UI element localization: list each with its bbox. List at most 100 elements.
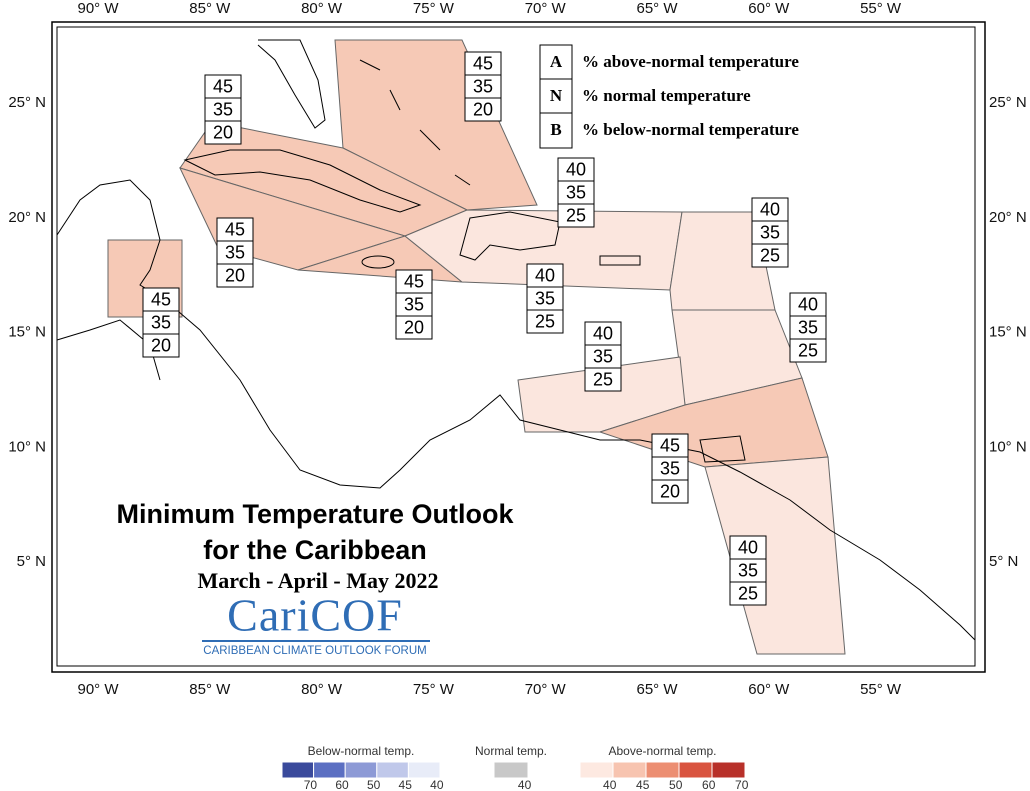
key: A % above-normal temperature N % normal …: [539, 44, 845, 149]
legend-swatch: [493, 761, 529, 779]
prob-cell: [216, 263, 254, 288]
key-text: % normal temperature: [582, 86, 751, 105]
prob-above: 45: [213, 76, 233, 96]
legend-tick: 40: [518, 778, 532, 791]
prob-normal: 35: [798, 317, 818, 337]
prob-above: 40: [566, 159, 586, 179]
legend-swatch: [579, 761, 614, 779]
key-letter: B: [550, 120, 561, 139]
prob-above: 40: [535, 265, 555, 285]
key-cell: [539, 78, 573, 114]
lon-label: 55° W: [860, 0, 902, 17]
legend-tick: 45: [399, 778, 413, 791]
lon-label: 75° W: [413, 0, 455, 17]
lon-label: 55° W: [860, 681, 902, 698]
legend-tick: 40: [430, 778, 444, 791]
lon-label: 85° W: [189, 681, 231, 698]
prob-above: 45: [404, 271, 424, 291]
lat-label: 15° N: [8, 324, 46, 341]
lat-label: 5° N: [989, 553, 1018, 570]
period: March - April - May 2022: [198, 568, 439, 593]
prob-below: 25: [566, 205, 586, 225]
lat-label: 20° N: [8, 209, 46, 226]
key-cell: [539, 112, 573, 149]
prob-normal: 35: [660, 458, 680, 478]
lat-label: 10° N: [989, 438, 1027, 455]
key-letter: A: [550, 52, 563, 71]
lat-label: 25° N: [989, 94, 1027, 111]
legend-swatch: [711, 761, 746, 779]
legend-title: Above-normal temp.: [608, 744, 716, 758]
prob-cell: [651, 479, 689, 504]
legend-tick: 70: [304, 778, 318, 791]
prob-normal: 35: [535, 288, 555, 308]
legend-swatch: [678, 761, 713, 779]
lat-label: 10° N: [8, 438, 46, 455]
key-text: % below-normal temperature: [582, 120, 799, 139]
legend-swatch: [344, 761, 378, 779]
prob-below: 20: [151, 335, 171, 355]
prob-below: 20: [225, 265, 245, 285]
prob-below: 20: [660, 481, 680, 501]
prob-below: 20: [213, 122, 233, 142]
lon-label: 60° W: [748, 0, 790, 17]
prob-above: 45: [660, 435, 680, 455]
coastlines: [56, 39, 976, 641]
prob-below: 20: [473, 99, 493, 119]
key-cell: [539, 44, 573, 80]
axes: 90° W 85° W 80° W 75° W 70° W 65° W 60° W 55° W…: [8, 0, 1026, 698]
lat-label: 5° N: [17, 553, 46, 570]
prob-cell: [464, 97, 502, 122]
legend-swatch: [313, 761, 346, 779]
prob-cell: [751, 243, 789, 268]
lon-label: 70° W: [525, 0, 567, 17]
legend-swatch: [376, 761, 409, 779]
prob-below: 25: [798, 340, 818, 360]
prob-below: 25: [738, 583, 758, 603]
prob-below: 25: [593, 369, 613, 389]
lat-label: 15° N: [989, 324, 1027, 341]
zone-bahamas: [334, 39, 538, 211]
prob-cell: [526, 309, 564, 334]
probability-boxes: 45 35 20 45 35 20 40 35 25 45 35 20 45 35 20 45 35 20 40 35…: [142, 51, 827, 606]
legend-swatch: [645, 761, 680, 779]
prob-above: 45: [473, 53, 493, 73]
key-letter: N: [550, 86, 563, 105]
lon-label: 65° W: [636, 681, 678, 698]
lon-label: 70° W: [525, 681, 567, 698]
prob-cell: [395, 315, 433, 340]
prob-cell: [584, 367, 622, 392]
title-background: [80, 493, 540, 663]
prob-normal: 35: [566, 182, 586, 202]
lon-label: 85° W: [189, 0, 231, 17]
coast-puerto-rico: [599, 255, 641, 266]
prob-above: 40: [798, 294, 818, 314]
prob-normal: 35: [473, 76, 493, 96]
prob-below: 25: [760, 245, 780, 265]
prob-normal: 35: [213, 99, 233, 119]
legend-tick: 50: [367, 778, 381, 791]
legend-title: Below-normal temp.: [308, 744, 415, 758]
lon-label: 90° W: [77, 0, 119, 17]
prob-cell: [729, 581, 767, 606]
legend-swatch: [407, 761, 441, 779]
title: Minimum Temperature Outlook: [116, 499, 514, 529]
legend-swatch: [281, 761, 315, 779]
prob-normal: 35: [151, 312, 171, 332]
lon-label: 80° W: [301, 681, 343, 698]
lat-label: 25° N: [8, 94, 46, 111]
key-text: % above-normal temperature: [582, 52, 799, 71]
coast-bahamas: [359, 59, 471, 186]
prob-below: 20: [404, 317, 424, 337]
prob-above: 45: [151, 289, 171, 309]
prob-cell: [204, 120, 242, 145]
coast-mainland: [56, 179, 976, 641]
prob-normal: 35: [738, 560, 758, 580]
legend-swatch: [612, 761, 647, 779]
prob-below: 25: [535, 311, 555, 331]
lon-label: 60° W: [748, 681, 790, 698]
coast-hispaniola: [459, 211, 561, 261]
subtitle: for the Caribbean: [203, 535, 427, 565]
color-legend: Below-normal temp. 70 60 50 45 40 Normal temp.…: [281, 744, 749, 791]
